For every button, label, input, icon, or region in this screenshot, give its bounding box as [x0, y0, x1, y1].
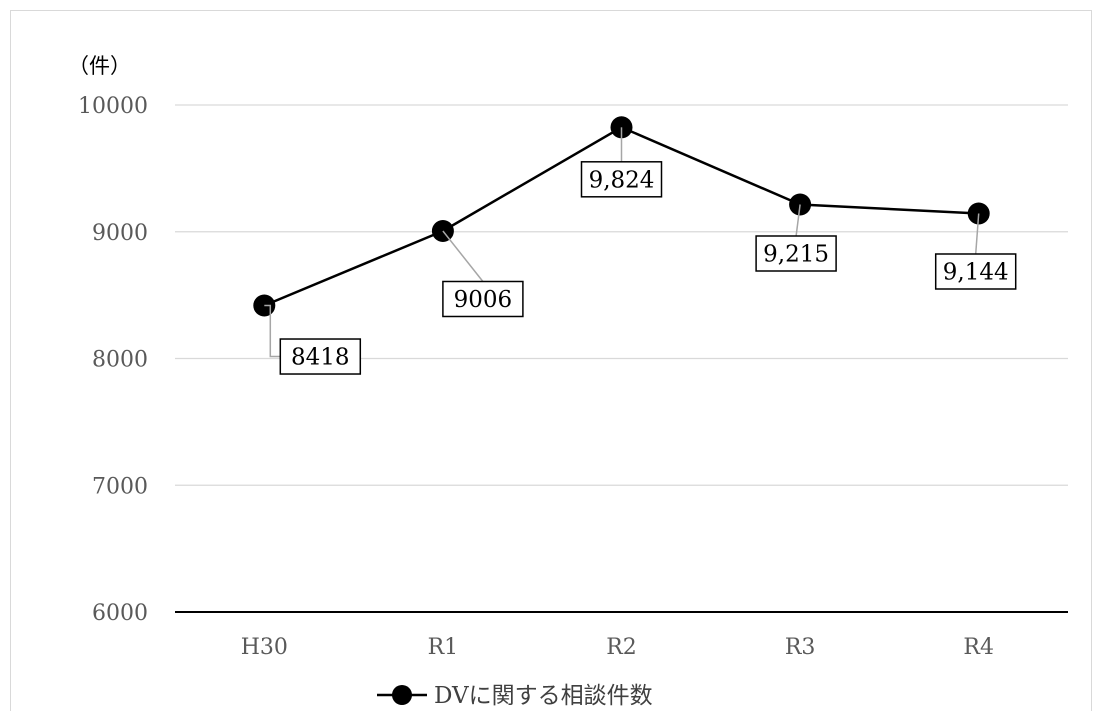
legend-label: DVに関する相談件数 [434, 683, 653, 709]
data-label-box [934, 253, 1017, 290]
data-labels: 8418 9006 9,824 9,215 9,144 [264, 127, 1017, 375]
x-tick-label: R2 [606, 635, 637, 660]
leader-line [264, 304, 281, 358]
leader-line [795, 204, 801, 237]
data-label-box [279, 338, 362, 375]
x-tick-label: R4 [963, 635, 994, 660]
data-label: 9006 [454, 287, 513, 313]
y-tick-label: 7000 [92, 474, 148, 499]
y-unit-label: （件） [68, 54, 131, 78]
data-label-box [755, 235, 837, 272]
y-tick-label: 6000 [92, 601, 148, 626]
chart-frame [10, 10, 1092, 711]
y-tick-label: 8000 [92, 348, 148, 373]
x-tick-label: R1 [428, 635, 459, 660]
data-label: 9,824 [589, 167, 655, 193]
y-tick-label: 10000 [78, 94, 148, 119]
data-label: 9,215 [763, 241, 829, 267]
y-axis-ticks: 6000 7000 8000 9000 10000 [78, 94, 148, 626]
leader-line [442, 230, 484, 282]
data-label-box [442, 280, 524, 318]
x-axis-ticks: H30 R1 R2 R3 R4 [241, 635, 994, 660]
x-tick-label: R3 [785, 635, 816, 660]
y-tick-label: 9000 [92, 221, 148, 246]
data-label-box [580, 161, 663, 198]
x-tick-label: H30 [241, 635, 288, 660]
data-label: 8418 [291, 345, 350, 371]
leader-line [974, 213, 980, 255]
data-label: 9,144 [943, 259, 1009, 285]
legend-marker [392, 685, 412, 705]
legend: DVに関する相談件数 [377, 683, 653, 709]
